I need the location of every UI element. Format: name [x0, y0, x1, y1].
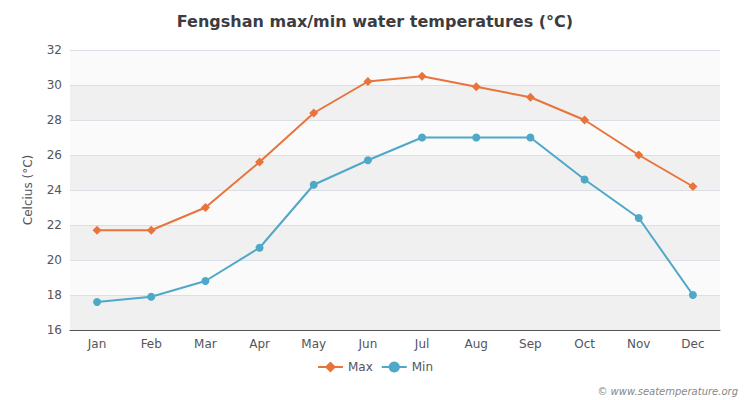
svg-text:Fengshan max/min water tempera: Fengshan max/min water temperatures (°C) — [177, 12, 573, 31]
svg-text:Apr: Apr — [249, 337, 270, 351]
svg-text:May: May — [301, 337, 326, 351]
svg-text:Jun: Jun — [358, 337, 378, 351]
svg-text:Celcius (°C): Celcius (°C) — [21, 155, 35, 225]
svg-text:28: 28 — [47, 113, 62, 127]
svg-text:18: 18 — [47, 288, 62, 302]
svg-text:Mar: Mar — [194, 337, 217, 351]
svg-text:24: 24 — [47, 183, 62, 197]
svg-text:Oct: Oct — [574, 337, 595, 351]
svg-text:20: 20 — [47, 253, 62, 267]
svg-text:Max: Max — [348, 360, 373, 374]
svg-text:Nov: Nov — [627, 337, 650, 351]
svg-text:Jan: Jan — [87, 337, 107, 351]
svg-text:32: 32 — [47, 43, 62, 57]
svg-text:Jul: Jul — [414, 337, 429, 351]
svg-text:22: 22 — [47, 218, 62, 232]
svg-text:© www.seatemperature.org: © www.seatemperature.org — [597, 386, 738, 397]
svg-text:Min: Min — [412, 360, 433, 374]
svg-text:Dec: Dec — [681, 337, 704, 351]
svg-text:Sep: Sep — [519, 337, 542, 351]
svg-text:26: 26 — [47, 148, 62, 162]
svg-text:Aug: Aug — [465, 337, 488, 351]
svg-text:30: 30 — [47, 78, 62, 92]
svg-text:Feb: Feb — [141, 337, 162, 351]
svg-text:16: 16 — [47, 323, 62, 337]
